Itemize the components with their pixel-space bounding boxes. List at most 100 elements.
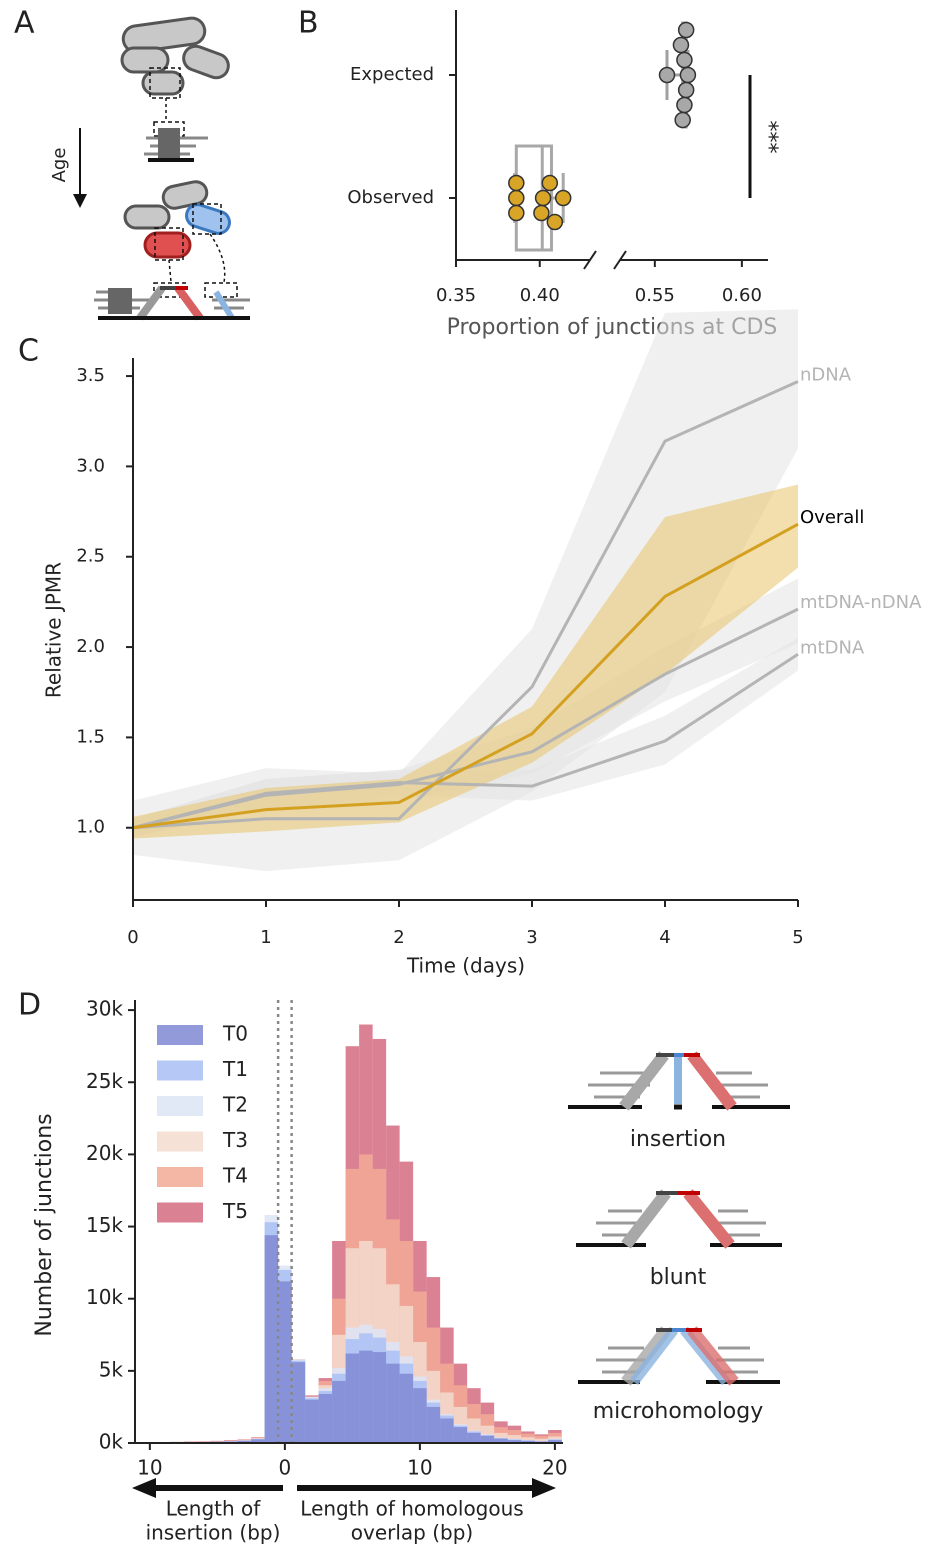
x-tick-label: 0 (127, 927, 138, 948)
legend-swatch (157, 1096, 203, 1116)
y-tick-label: 2.5 (76, 546, 105, 567)
point (508, 174, 525, 192)
x-tick-label: 0.55 (635, 285, 675, 306)
y-tick-label: 3.0 (76, 455, 105, 476)
histogram-bar (291, 1362, 306, 1443)
arrowhead (132, 1478, 156, 1498)
point (508, 204, 525, 222)
line (132, 653, 799, 830)
legend-label: T4 (222, 1164, 248, 1188)
histogram-bar (318, 1393, 333, 1443)
point (676, 51, 693, 69)
diagram-label: Age (49, 148, 70, 183)
histogram-bar (345, 1353, 360, 1443)
series-label: Overall (800, 507, 864, 528)
y-tick-label: 2.0 (76, 636, 105, 657)
point (554, 189, 572, 207)
series-label: nDNA (800, 364, 852, 385)
point (541, 174, 559, 192)
x-tick-label: 2 (393, 927, 404, 948)
histogram-bar (332, 1380, 346, 1443)
legend-label: T0 (222, 1022, 248, 1046)
x-axis-label: overlap (bp) (351, 1521, 473, 1545)
histogram-bar (413, 1388, 427, 1443)
x-tick-label: 0.60 (722, 285, 762, 306)
line (132, 380, 799, 830)
histogram-bar (453, 1427, 468, 1443)
point (672, 36, 690, 54)
arrowhead (532, 1478, 556, 1498)
panel-label: D (18, 988, 41, 1023)
x-axis-label: Time (days) (406, 954, 525, 978)
y-tick-label: 20k (86, 1141, 123, 1165)
y-tick-label: 5k (99, 1357, 124, 1381)
diagram-label: blunt (650, 1265, 707, 1290)
histogram-bar (426, 1406, 441, 1443)
point (534, 189, 552, 207)
point (508, 189, 525, 207)
diagram-label: insertion (630, 1127, 726, 1152)
histogram-bar (251, 1439, 265, 1443)
histogram-bar (237, 1440, 252, 1443)
y-axis-label: Relative JPMR (42, 562, 66, 698)
histogram-bar (359, 1350, 373, 1443)
legend-swatch (157, 1060, 203, 1081)
histogram-bar (372, 1352, 387, 1443)
x-tick-label: 5 (792, 927, 803, 948)
y-tick-label: 1.0 (76, 817, 105, 838)
point (679, 66, 697, 84)
histogram-bar (264, 1235, 279, 1443)
y-tick-label: Expected (350, 64, 434, 85)
series-label: mtDNA (800, 637, 865, 658)
y-tick-label: 1.5 (76, 726, 105, 747)
histogram-bar (386, 1363, 400, 1443)
x-tick-label: 10 (407, 1456, 432, 1480)
histogram-bar (480, 1435, 495, 1443)
y-tick-label: 30k (86, 997, 123, 1021)
panel-label: A (14, 6, 35, 41)
y-tick-label: 15k (86, 1213, 123, 1237)
x-tick-label: 0.35 (436, 285, 476, 306)
legend-label: T3 (222, 1128, 248, 1152)
histogram-bar (467, 1432, 481, 1443)
legend-swatch (157, 1202, 203, 1223)
diagram-label: microhomology (593, 1399, 764, 1424)
diagram-a (73, 16, 250, 321)
x-tick-label: 3 (526, 927, 537, 948)
x-tick-label: 0.40 (520, 285, 560, 306)
histogram-bar (278, 1281, 292, 1443)
y-axis-label: Number of junctions (32, 1113, 57, 1336)
y-tick-label: 10k (86, 1285, 123, 1309)
x-tick-label: 10 (137, 1456, 162, 1480)
x-tick-label: 0 (279, 1456, 292, 1480)
legend-label: T1 (222, 1057, 248, 1081)
histogram-bar (534, 1438, 549, 1443)
panel-label: B (298, 6, 319, 41)
point (674, 111, 691, 129)
histogram-bar (507, 1440, 522, 1443)
y-tick-label: Observed (347, 187, 434, 208)
point (533, 204, 550, 222)
histogram-bar (494, 1438, 508, 1443)
histogram-bar (305, 1399, 319, 1443)
point (658, 66, 676, 84)
series-label: mtDNA-nDNA (800, 592, 922, 613)
x-tick-label: 20 (542, 1456, 567, 1480)
y-tick-label: 3.5 (76, 365, 105, 386)
diagram-d (568, 1051, 790, 1386)
x-tick-label: 1 (260, 927, 271, 948)
point (546, 213, 564, 231)
x-axis-label: Length of homologous (300, 1497, 523, 1521)
significance-label: *** (756, 121, 781, 154)
legend-swatch (157, 1025, 203, 1045)
panel-label: C (18, 334, 39, 369)
histogram-bar (399, 1373, 414, 1443)
legend-swatch (157, 1131, 203, 1152)
confidence-band (133, 484, 798, 839)
point (676, 96, 693, 114)
histogram-bar (440, 1418, 454, 1443)
confidence-band (133, 309, 798, 872)
histogram-bar (521, 1440, 535, 1443)
x-axis-label: insertion (bp) (146, 1521, 281, 1545)
